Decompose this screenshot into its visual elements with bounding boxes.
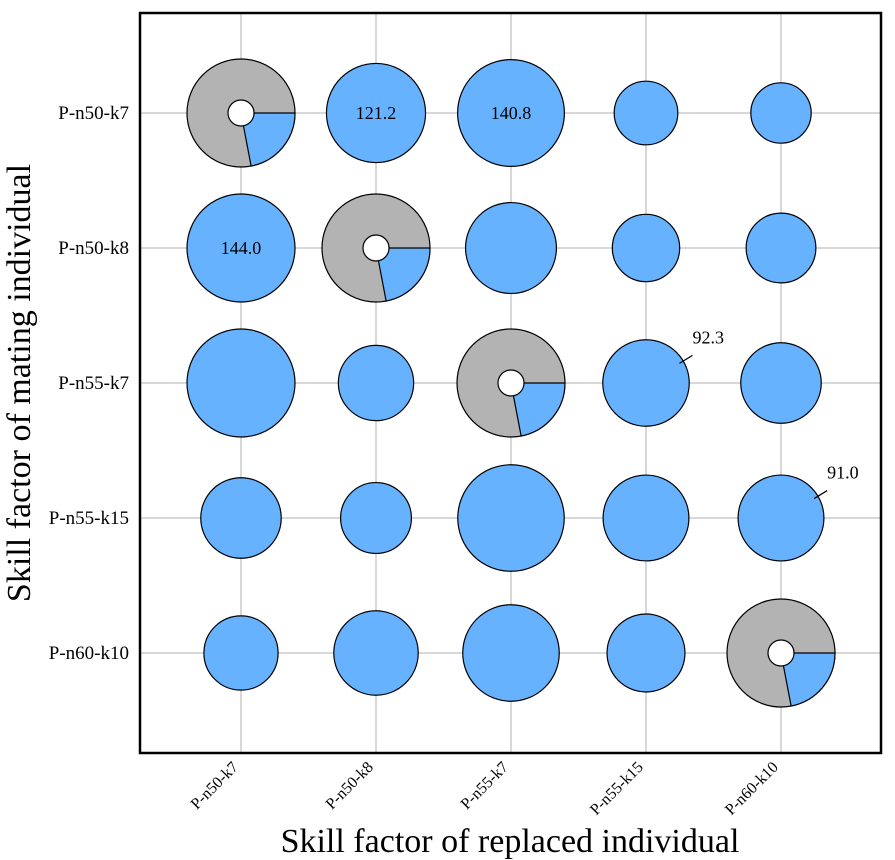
callout-line xyxy=(813,489,828,500)
bubble xyxy=(339,481,413,555)
y-tick-label: P-n55-k7 xyxy=(58,373,129,394)
bubble xyxy=(613,80,679,146)
bubble xyxy=(740,342,822,424)
bubble xyxy=(464,201,558,295)
bubble xyxy=(606,613,686,693)
y-tick-label: P-n50-k8 xyxy=(58,238,129,259)
diagonal-pie xyxy=(456,328,566,438)
bubble xyxy=(737,474,825,562)
pie-hole xyxy=(227,99,255,127)
pie-hole xyxy=(767,639,795,667)
pie-hole xyxy=(497,369,525,397)
data-label: 121.2 xyxy=(356,103,397,123)
data-label: 144.0 xyxy=(221,238,262,258)
bubble xyxy=(333,610,419,696)
bubble xyxy=(611,213,681,283)
pie-slice xyxy=(780,652,836,707)
y-tick-label: P-n55-k15 xyxy=(49,508,129,529)
y-tick-label: P-n50-k7 xyxy=(58,103,129,124)
callout-line xyxy=(679,354,693,364)
x-tick-label: P-n60-k10 xyxy=(722,759,782,819)
x-tick-label: P-n50-k8 xyxy=(323,759,377,813)
bubble xyxy=(186,328,296,438)
plot-frame xyxy=(138,11,883,755)
pie-slice xyxy=(375,247,431,302)
bubble xyxy=(457,464,565,572)
bubble xyxy=(186,193,296,303)
pie-slice xyxy=(510,382,566,437)
bubble xyxy=(457,59,565,167)
diagonal-pie xyxy=(186,58,296,168)
bubble xyxy=(745,212,817,284)
bubble xyxy=(462,604,560,702)
bubble xyxy=(203,615,279,691)
bubble xyxy=(200,477,282,559)
bubble xyxy=(337,344,415,422)
bubble xyxy=(602,339,690,427)
y-tick-labels: P-n50-k7 P-n50-k8 P-n55-k7 P-n55-k15 P-n60-k… xyxy=(49,103,129,664)
y-axis-title: Skill factor of mating individual xyxy=(1,164,38,602)
pie-hole xyxy=(362,234,390,262)
x-tick-label: P-n50-k7 xyxy=(188,759,242,813)
y-tick-label: P-n60-k10 xyxy=(49,643,129,664)
data-label: 140.8 xyxy=(491,103,532,123)
callout-label: 91.0 xyxy=(827,463,859,483)
bubbles: 121.2 140.8 144.0 92.3 91.0 xyxy=(186,58,859,708)
bubble xyxy=(602,474,690,562)
x-axis-title: Skill factor of replaced individual xyxy=(281,823,740,860)
x-tick-label: P-n55-k15 xyxy=(587,759,647,819)
x-tick-labels: P-n50-k7 P-n50-k8 P-n55-k7 P-n55-k15 P-n60-k… xyxy=(188,759,782,819)
x-tick-label: P-n55-k7 xyxy=(458,759,512,813)
bubble xyxy=(750,82,812,144)
pie-slice xyxy=(240,112,296,167)
bubble xyxy=(325,62,427,164)
callout-label: 92.3 xyxy=(692,327,724,347)
diagonal-pie xyxy=(726,598,836,708)
diagonal-pie xyxy=(321,193,431,303)
